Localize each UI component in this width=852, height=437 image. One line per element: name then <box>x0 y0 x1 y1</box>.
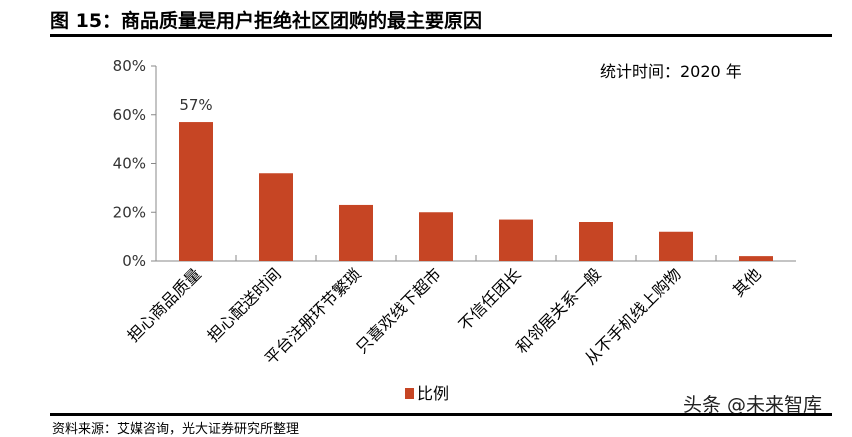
y-tick-label: 80% <box>113 57 146 75</box>
footer-divider <box>50 413 832 416</box>
data-label: 57% <box>179 96 212 114</box>
x-tick-label: 不信任团长 <box>455 264 525 334</box>
x-tick-label: 其他 <box>729 264 765 300</box>
bar <box>419 212 453 261</box>
y-tick-label: 20% <box>113 203 146 221</box>
page-title: 图 15：商品质量是用户拒绝社区团购的最主要原因 <box>50 10 483 32</box>
y-tick-label: 40% <box>113 155 146 173</box>
time-note: 统计时间：2020 年 <box>600 62 742 81</box>
title-divider <box>50 34 832 37</box>
x-tick-label: 只喜欢线下超市 <box>352 264 445 357</box>
legend-swatch <box>405 388 414 399</box>
bar <box>739 256 773 261</box>
y-tick-label: 60% <box>113 106 146 124</box>
bar-chart: 0%20%40%60%80%担心商品质量担心配送时间平台注册环节繁琐只喜欢线下超… <box>113 57 796 403</box>
bar <box>259 173 293 261</box>
bar <box>339 204 373 261</box>
bar <box>579 222 613 261</box>
bar <box>179 122 213 261</box>
x-tick-label: 和邻居关系一般 <box>512 264 605 357</box>
watermark: 头条 @未来智库 <box>683 394 823 416</box>
x-tick-label: 担心商品质量 <box>124 264 205 345</box>
y-tick-label: 0% <box>122 252 146 270</box>
x-tick-label: 担心配送时间 <box>204 264 285 345</box>
bar <box>659 231 693 261</box>
source-note: 资料来源：艾媒咨询，光大证券研究所整理 <box>52 422 300 437</box>
bar <box>499 219 533 261</box>
legend-label: 比例 <box>417 384 449 403</box>
